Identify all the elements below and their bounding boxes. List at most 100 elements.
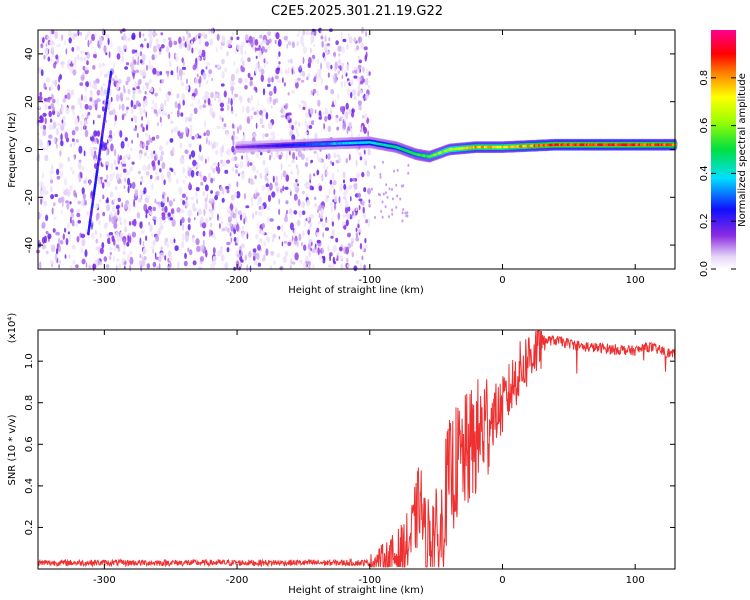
noise-blob (50, 103, 55, 109)
noise-blob (154, 252, 157, 258)
noise-blob (131, 181, 136, 189)
noise-blob (256, 152, 259, 159)
noise-blob (182, 72, 186, 76)
noise-blob (329, 254, 331, 262)
noise-blob (93, 82, 98, 91)
noise-blob (323, 257, 326, 261)
noise-blob (145, 214, 148, 219)
noise-blob (60, 124, 65, 131)
noise-blob (346, 64, 350, 72)
noise-blob (61, 104, 64, 113)
noise-blob (88, 179, 91, 186)
noise-blob (327, 113, 332, 121)
noise-blob (281, 107, 284, 114)
noise-blob (77, 97, 81, 106)
noise-blob (75, 264, 79, 269)
noise-blob (218, 223, 221, 229)
noise-blob (308, 57, 312, 65)
noise-blob (280, 162, 283, 171)
noise-blob (198, 171, 202, 176)
noise-blob (228, 43, 231, 47)
noise-blob (358, 151, 361, 156)
noise-blob (278, 154, 282, 160)
noise-blob (148, 134, 151, 143)
noise-blob (207, 172, 212, 180)
noise-blob (107, 104, 110, 111)
noise-blob (305, 181, 310, 190)
noise-blob (202, 230, 206, 237)
noise-blob (81, 238, 86, 247)
noise-blob (244, 34, 249, 42)
noise-blob (165, 141, 169, 146)
noise-blob (126, 254, 131, 262)
noise-blob (51, 164, 54, 171)
noise-blob (268, 122, 273, 130)
noise-blob (264, 48, 268, 53)
noise-blob (170, 111, 173, 115)
noise-blob (308, 265, 311, 269)
noise-blob (54, 253, 58, 262)
noise-blob (267, 194, 272, 202)
noise-blob (347, 206, 351, 212)
noise-blob (48, 134, 53, 139)
noise-blob (192, 202, 196, 211)
noise-blob (131, 231, 137, 238)
noise-blob (142, 164, 147, 172)
noise-blob (220, 107, 224, 112)
noise-blob (220, 45, 223, 51)
noise-blob (295, 81, 299, 89)
noise-blob (77, 162, 82, 170)
noise-blob (174, 245, 179, 252)
noise-blob (288, 163, 291, 167)
noise-blob (358, 83, 361, 90)
noise-blob (155, 234, 160, 242)
noise-blob (84, 119, 87, 124)
noise-blob (318, 255, 323, 261)
noise-blob (165, 112, 168, 116)
noise-blob (400, 184, 403, 188)
noise-blob (294, 78, 298, 83)
noise-blob (286, 115, 291, 121)
noise-blob (108, 232, 114, 236)
noise-blob (179, 156, 184, 165)
noise-blob (182, 36, 185, 42)
noise-blob (316, 169, 320, 176)
noise-blob (243, 192, 246, 200)
noise-blob (207, 73, 211, 78)
noise-blob (296, 33, 299, 38)
noise-blob (226, 247, 230, 253)
noise-blob (64, 132, 69, 140)
noise-blob (284, 186, 289, 190)
noise-blob (73, 141, 76, 146)
noise-blob (252, 212, 255, 219)
noise-blob (158, 51, 162, 55)
noise-blob (83, 56, 86, 62)
noise-blob (84, 85, 87, 93)
noise-blob (231, 156, 235, 162)
noise-blob (354, 66, 357, 71)
noise-blob (108, 137, 113, 142)
noise-blob (206, 193, 208, 201)
noise-blob (236, 181, 239, 188)
noise-blob (278, 61, 281, 65)
noise-blob (298, 121, 301, 128)
noise-blob (114, 75, 118, 79)
noise-blob (302, 262, 307, 269)
noise-blob (220, 150, 223, 158)
noise-blob (407, 171, 410, 175)
noise-blob (173, 40, 178, 46)
noise-blob (158, 145, 163, 151)
noise-blob (45, 230, 49, 235)
noise-blob (106, 143, 110, 149)
noise-blob (198, 82, 201, 88)
noise-blob (211, 111, 216, 119)
noise-blob (108, 255, 112, 260)
noise-blob (136, 212, 141, 219)
snr-plot-frame (37, 329, 676, 570)
noise-blob (348, 36, 353, 44)
noise-blob (253, 111, 257, 116)
noise-blob (92, 99, 95, 108)
noise-blob (72, 69, 77, 76)
noise-blob (129, 166, 134, 172)
noise-blob (100, 69, 103, 77)
